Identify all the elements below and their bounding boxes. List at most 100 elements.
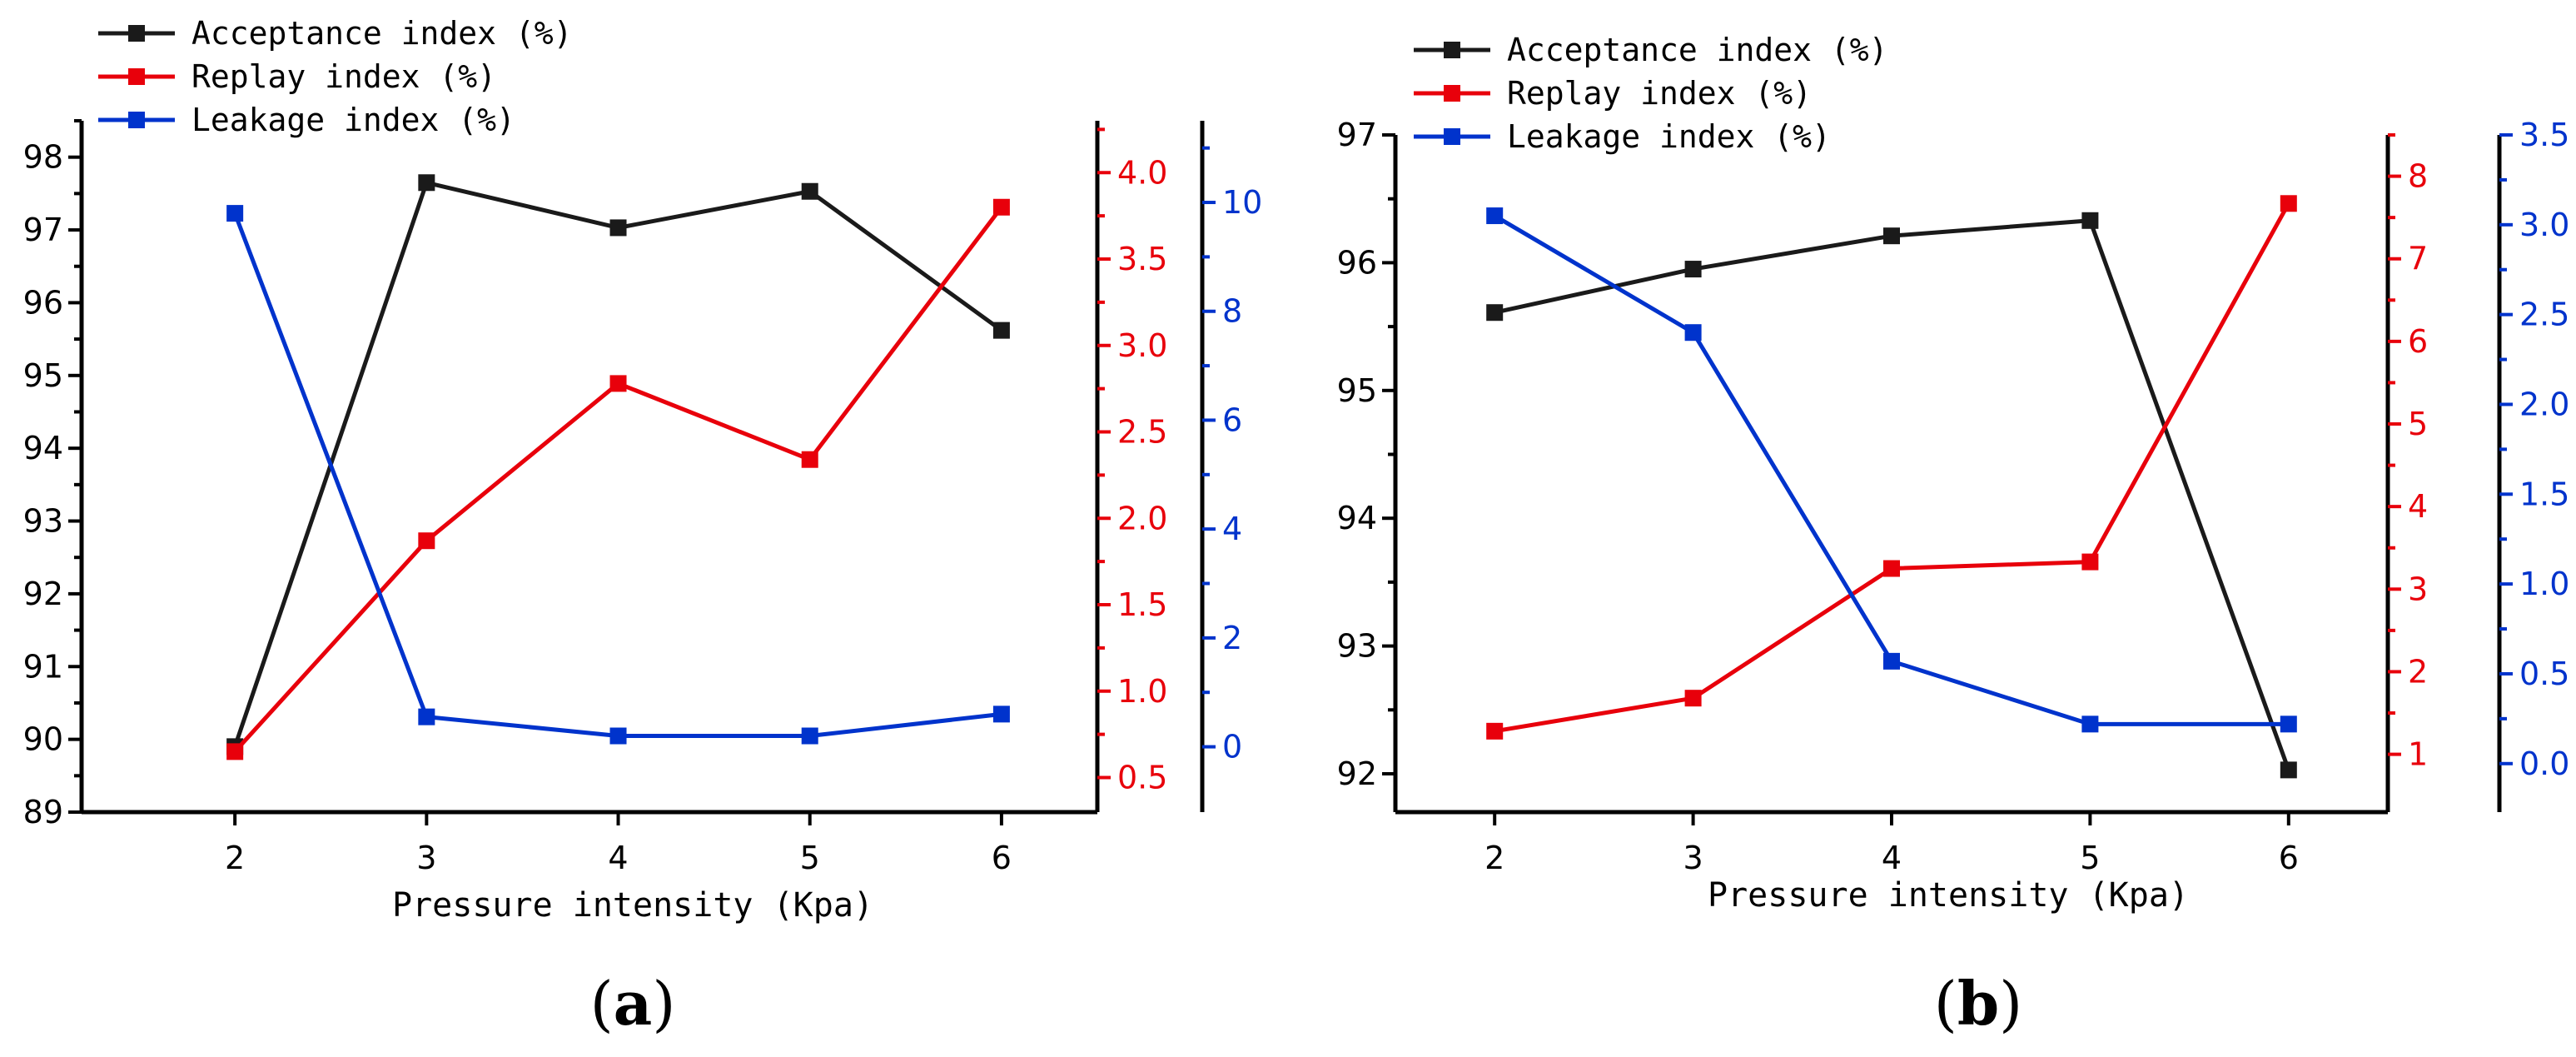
right-tick-label-leakage: 3.0 — [2519, 207, 2569, 243]
legend-marker-replay — [1444, 85, 1460, 102]
data-point-replay — [2081, 553, 2099, 571]
x-tick-label: 3 — [1683, 840, 1703, 876]
left-tick-label: 95 — [1337, 372, 1377, 409]
legend-label-leakage: Leakage index (%) — [1507, 118, 1831, 155]
right-tick-label-leakage: 2.5 — [2519, 297, 2569, 333]
x-tick-label: 4 — [608, 840, 628, 876]
data-point-acceptance — [1883, 227, 1900, 245]
chart-a: 2 3 4 5 6 89 90 91 92 93 94 95 96 97 98 0.5 1.0 1.5 2.0 2.5… — [23, 15, 1263, 925]
left-tick-label: 93 — [23, 503, 63, 540]
legend-marker-acceptance — [128, 25, 145, 42]
x-axis-title: Pressure intensity (Kpa) — [1708, 876, 2189, 915]
left-tick-label: 96 — [1337, 244, 1377, 281]
data-point-replay — [801, 451, 818, 468]
right-tick-label-replay: 3 — [2408, 571, 2428, 607]
right-tick-label-replay: 0.5 — [1117, 760, 1167, 796]
data-point-acceptance — [418, 174, 435, 192]
right-tick-label-replay: 1.5 — [1117, 586, 1167, 623]
data-point-replay — [2280, 195, 2297, 212]
series-line-replay — [233, 206, 1003, 754]
series-line-acceptance — [1494, 218, 2291, 771]
data-point-acceptance — [1486, 304, 1504, 322]
right-tick-label-replay: 2.5 — [1117, 414, 1167, 451]
legend-label-replay: Replay index (%) — [1507, 75, 1812, 112]
left-tick-label: 94 — [1337, 500, 1377, 536]
right-tick-label-leakage: 1.5 — [2519, 476, 2569, 512]
legend-marker-replay — [128, 68, 145, 85]
right-tick-label-replay: 7 — [2408, 241, 2428, 277]
series-line-leakage — [232, 212, 1002, 739]
right-tick-label-leakage: 1.0 — [2519, 566, 2569, 602]
left-tick-label: 90 — [23, 721, 63, 758]
data-point-leakage — [2280, 715, 2297, 733]
left-tick-label: 91 — [23, 648, 63, 685]
left-tick-label: 93 — [1337, 628, 1377, 665]
left-tick-label: 89 — [23, 794, 63, 830]
left-tick-label: 95 — [23, 357, 63, 394]
x-tick-label: 5 — [800, 840, 820, 876]
legend-marker-leakage — [128, 112, 145, 128]
right-tick-label-replay: 1 — [2408, 736, 2428, 773]
x-tick-label: 2 — [225, 840, 245, 876]
x-tick-label: 6 — [992, 840, 1012, 876]
right-tick-label-replay: 3.5 — [1117, 241, 1167, 277]
x-tick-label: 5 — [2080, 840, 2100, 876]
panel-label-a: (a) — [590, 968, 676, 1039]
left-tick-label: 97 — [1337, 117, 1377, 153]
right-tick-label-leakage: 0.0 — [2519, 745, 2569, 782]
right-tick-label-leakage: 10 — [1222, 184, 1262, 221]
right-tick-label-leakage: 8 — [1222, 293, 1242, 330]
data-point-leakage — [418, 708, 435, 725]
right-tick-label-replay: 4.0 — [1117, 154, 1167, 191]
right-tick-label-leakage: 6 — [1222, 401, 1242, 438]
legend-label-replay: Replay index (%) — [191, 58, 496, 95]
right-tick-label-replay: 3.0 — [1117, 327, 1167, 364]
data-point-replay — [1684, 690, 1702, 707]
x-tick-label: 4 — [1882, 840, 1902, 876]
left-tick-label: 92 — [1337, 755, 1377, 792]
left-tick-label: 96 — [23, 284, 63, 321]
right-tick-label-replay: 5 — [2408, 406, 2428, 442]
data-point-acceptance — [609, 219, 627, 237]
right-tick-label-leakage: 2 — [1222, 620, 1242, 656]
data-point-replay — [992, 198, 1010, 216]
data-point-acceptance — [2081, 212, 2099, 229]
data-point-leakage — [992, 705, 1010, 723]
x-tick-label: 6 — [2279, 840, 2299, 876]
legend-marker-leakage — [1444, 128, 1460, 145]
left-tick-label: 92 — [23, 576, 63, 612]
left-tick-label: 97 — [23, 212, 63, 248]
data-point-leakage — [801, 727, 818, 745]
series-line-acceptance — [232, 180, 1003, 748]
data-point-replay — [226, 743, 244, 760]
left-tick-label: 94 — [23, 430, 63, 466]
right-tick-label-replay: 4 — [2408, 488, 2428, 525]
data-point-leakage — [609, 727, 627, 745]
x-tick-label: 3 — [416, 840, 436, 876]
data-point-acceptance — [992, 322, 1010, 339]
data-point-replay — [609, 375, 627, 392]
x-tick-label: 2 — [1484, 840, 1504, 876]
right-tick-label-replay: 1.0 — [1117, 673, 1167, 710]
data-point-leakage — [1684, 324, 1702, 342]
data-point-leakage — [1486, 207, 1504, 225]
right-tick-label-leakage: 3.5 — [2519, 117, 2569, 153]
legend-marker-acceptance — [1444, 42, 1460, 58]
legend-label-acceptance: Acceptance index (%) — [1507, 32, 1888, 68]
data-point-acceptance — [801, 182, 818, 200]
data-point-leakage — [226, 205, 244, 222]
legend-label-leakage: Leakage index (%) — [191, 102, 515, 138]
data-point-leakage — [2081, 715, 2099, 733]
right-tick-label-replay: 8 — [2408, 158, 2428, 195]
right-tick-label-leakage: 4 — [1222, 511, 1242, 547]
right-tick-label-replay: 6 — [2408, 323, 2428, 360]
data-point-acceptance — [2280, 761, 2297, 779]
right-tick-label-replay: 2.0 — [1117, 500, 1167, 536]
data-point-replay — [1486, 722, 1504, 740]
left-tick-label: 98 — [23, 139, 63, 176]
data-point-replay — [418, 532, 435, 550]
series-line-replay — [1494, 202, 2290, 734]
data-point-acceptance — [1684, 261, 1702, 278]
data-point-leakage — [1883, 652, 1900, 670]
legend-label-acceptance: Acceptance index (%) — [191, 15, 573, 52]
